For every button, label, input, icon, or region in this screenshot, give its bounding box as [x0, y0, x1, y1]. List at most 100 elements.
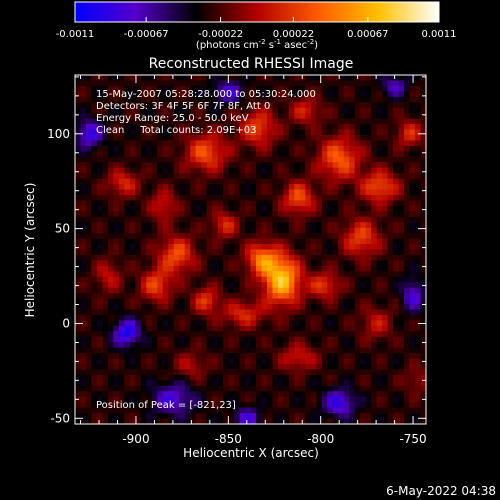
heatmap-cell [146, 282, 153, 289]
heatmap-cell [168, 325, 175, 332]
heatmap-cell [129, 211, 136, 218]
heatmap-cell [107, 260, 114, 267]
heatmap-cell [173, 391, 180, 398]
heatmap-cell [184, 407, 191, 414]
heatmap-cell [85, 80, 93, 87]
heatmap-cell [393, 254, 400, 262]
heatmap-cell [239, 396, 246, 403]
heatmap-cell [184, 118, 191, 125]
heatmap-cell [409, 151, 416, 158]
heatmap-cell [316, 402, 323, 409]
chart-title: Reconstructed RHESSI Image [149, 56, 354, 72]
heatmap-cell [283, 167, 290, 174]
heatmap-cell [360, 102, 367, 109]
heatmap-cell [250, 184, 257, 191]
heatmap-cell [173, 304, 180, 311]
heatmap-cell [349, 211, 356, 218]
heatmap-cell [354, 380, 361, 387]
heatmap-cell [245, 265, 252, 272]
heatmap-cell [195, 309, 202, 316]
heatmap-cell [343, 205, 350, 212]
heatmap-cell [184, 162, 191, 169]
heatmap-cell [393, 331, 400, 338]
heatmap-cell [151, 254, 158, 262]
heatmap-cell [255, 96, 263, 103]
heatmap-cell [151, 145, 158, 152]
heatmap-cell [305, 271, 312, 278]
heatmap-cell [228, 418, 235, 425]
heatmap-cell [206, 249, 213, 256]
heatmap-cell [124, 320, 131, 327]
heatmap-cell [206, 364, 213, 371]
heatmap-cell [179, 118, 186, 125]
heatmap-cell [168, 227, 175, 234]
heatmap-cell [266, 151, 274, 158]
heatmap-cell [228, 282, 235, 289]
heatmap-cell [255, 91, 263, 98]
heatmap-cell [277, 374, 285, 381]
heatmap-cell [338, 178, 345, 185]
heatmap-cell [212, 385, 219, 392]
heatmap-cell [371, 271, 378, 278]
heatmap-cell [327, 260, 334, 267]
heatmap-cell [223, 402, 230, 409]
heatmap-cell [190, 151, 197, 158]
heatmap-cell [415, 189, 422, 196]
heatmap-cell [376, 167, 383, 174]
heatmap-cell [415, 293, 422, 300]
heatmap-cell [151, 260, 158, 267]
heatmap-cell [168, 298, 175, 305]
heatmap-cell [146, 173, 153, 180]
heatmap-cell [184, 124, 191, 131]
heatmap-cell [75, 364, 82, 371]
heatmap-cell [305, 216, 312, 223]
heatmap-cell [157, 129, 164, 136]
heatmap-cell [255, 380, 263, 387]
heatmap-cell [404, 254, 411, 262]
heatmap-cell [195, 282, 202, 289]
heatmap-cell [140, 162, 147, 169]
heatmap-cell [299, 374, 306, 381]
heatmap-cell [283, 184, 290, 191]
heatmap-cell [151, 107, 158, 114]
heatmap-cell [124, 233, 131, 240]
heatmap-cell [212, 96, 219, 103]
heatmap-cell [102, 314, 109, 321]
heatmap-cell [85, 194, 93, 202]
heatmap-cell [135, 293, 142, 300]
heatmap-cell [102, 156, 109, 163]
heatmap-cell [201, 298, 208, 305]
heatmap-cell [321, 385, 328, 392]
heatmap-cell [168, 189, 175, 196]
heatmap-cell [234, 189, 241, 196]
heatmap-cell [85, 85, 93, 92]
heatmap-cell [387, 418, 394, 425]
heatmap-cell [387, 75, 394, 82]
heatmap-cell [228, 216, 235, 223]
heatmap-cell [387, 304, 394, 311]
heatmap-cell [151, 282, 158, 289]
heatmap-cell [409, 325, 416, 332]
heatmap-cell [195, 91, 202, 98]
heatmap-cell [80, 184, 87, 191]
heatmap-cell [321, 96, 328, 103]
heatmap-cell [96, 413, 104, 420]
heatmap-cell [91, 271, 98, 278]
heatmap-cell [173, 178, 180, 185]
heatmap-cell [135, 314, 142, 321]
heatmap-cell [393, 353, 400, 360]
heatmap-cell [420, 364, 427, 371]
heatmap-cell [124, 227, 131, 234]
heatmap-cell [75, 298, 82, 305]
heatmap-cell [135, 96, 142, 103]
heatmap-cell [91, 374, 98, 381]
heatmap-cell [321, 205, 328, 212]
heatmap-cell [118, 364, 125, 371]
heatmap-cell [283, 249, 290, 256]
heatmap-cell [223, 96, 230, 103]
heatmap-cell [338, 227, 345, 234]
heatmap-cell [321, 113, 328, 120]
heatmap-cell [376, 238, 383, 245]
heatmap-cell [261, 276, 268, 283]
heatmap-cell [212, 222, 219, 229]
